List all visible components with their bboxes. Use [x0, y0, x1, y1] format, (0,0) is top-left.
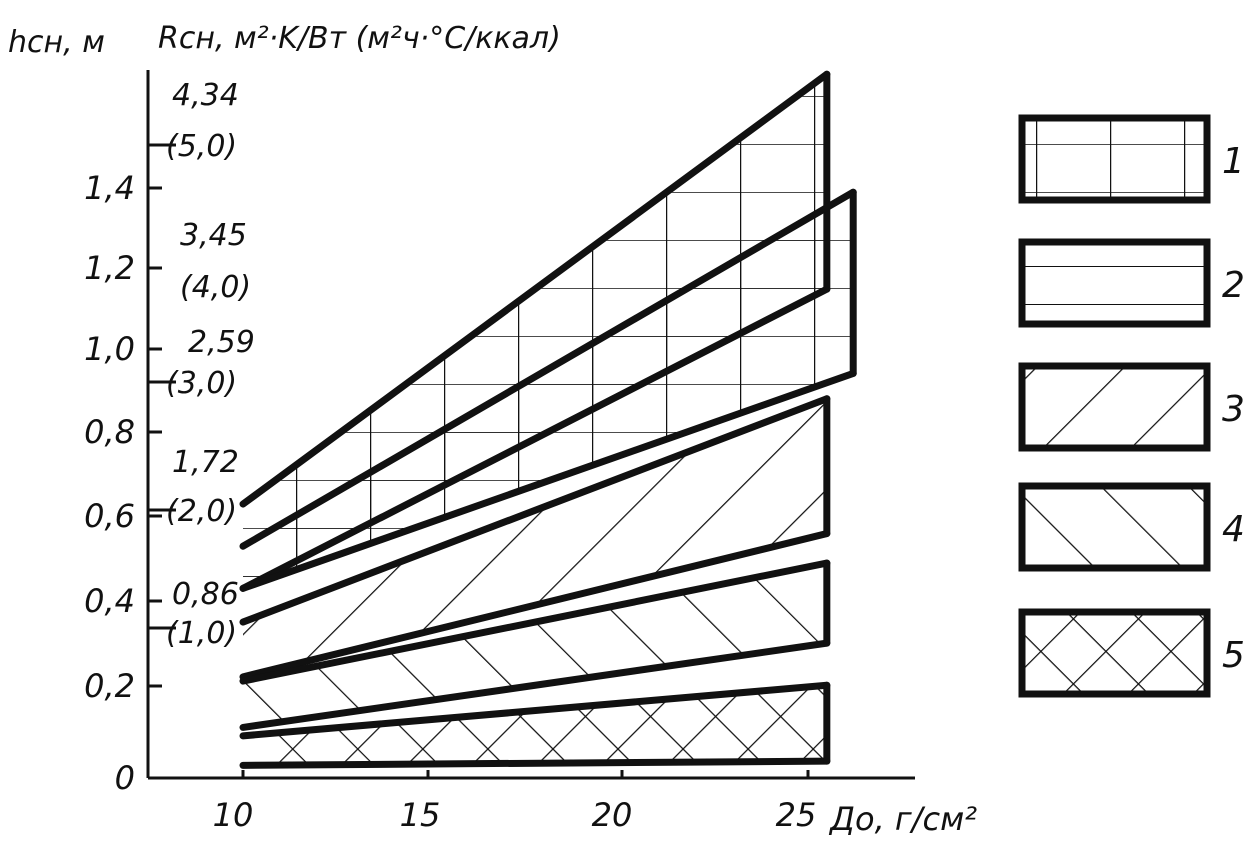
y-tick-label-6: 1,2 — [84, 249, 135, 287]
y-tick-2: 0,4 — [84, 582, 162, 620]
legend-swatch-fill-2 — [1022, 242, 1207, 324]
legend-swatch-fill-4 — [1022, 486, 1207, 568]
band-lower-line-1 — [239, 369, 857, 592]
r-tick-0: 0,86 (1,0) — [148, 577, 239, 651]
x-tick-1: 15 — [400, 770, 441, 834]
y-tick-label-7: 1,4 — [84, 169, 135, 207]
y-tick-1: 0,2 — [84, 667, 162, 705]
band-1-1 — [239, 188, 857, 592]
legend-label-2: 2 — [1222, 265, 1245, 306]
y-tick-label-3: 0,6 — [84, 497, 135, 535]
y-axis-right-title: Rсн, м²·K/Bт (м²ч·°C/ккал) — [158, 21, 561, 56]
r-tick-1: 1,72 (2,0) — [148, 445, 239, 529]
r-tick-alt-2: (3,0) — [166, 366, 237, 401]
x-tick-0: 10 — [213, 770, 254, 834]
x-tick-label-0: 10 — [213, 796, 254, 834]
legend-swatch-border-2 — [1018, 238, 1211, 328]
band-fill-1 — [243, 192, 854, 589]
y-tick-label-5: 1,0 — [84, 330, 135, 368]
legend-swatch-border-1 — [1018, 114, 1211, 204]
legend-label-3: 3 — [1222, 389, 1245, 430]
legend-item-5: 5 — [1018, 608, 1245, 698]
legend-swatch-border-3 — [1018, 362, 1211, 452]
x-axis-title: До, г/см² — [828, 800, 977, 838]
y-tick-label-4: 0,8 — [84, 413, 135, 451]
legend-item-4: 4 — [1018, 482, 1245, 572]
legend-swatch-fill-1 — [1022, 118, 1207, 200]
legend-swatch-fill-3 — [1022, 366, 1207, 448]
x-tick-label-1: 15 — [400, 796, 441, 834]
x-tick-label-2: 20 — [592, 796, 633, 834]
band-lower-line-3 — [239, 639, 831, 731]
r-tick-label-2: 2,59 — [188, 325, 255, 360]
band-3-2 — [239, 395, 831, 681]
band-upper-line-4 — [239, 681, 831, 740]
y-axis-left-title: hсн, м — [8, 25, 105, 60]
y-tick-label-0: 0 — [115, 759, 135, 797]
band-upper-line-1 — [239, 188, 857, 550]
y-tick-4: 0,8 — [84, 413, 162, 451]
legend-label-1: 1 — [1222, 141, 1245, 182]
band-upper-line-3 — [239, 559, 831, 685]
legend-item-2: 2 — [1018, 238, 1245, 328]
r-tick-alt-1: (2,0) — [166, 494, 237, 529]
x-tick-3: 25 — [776, 770, 817, 834]
legend-item-1: 1 — [1018, 114, 1245, 204]
band-fill-4 — [243, 685, 827, 766]
legend-label-4: 4 — [1222, 509, 1245, 550]
band-lower-line-4 — [239, 757, 831, 769]
legend-label-5: 5 — [1222, 635, 1245, 676]
legend-item-3: 3 — [1018, 362, 1245, 452]
band-fill-2 — [243, 398, 827, 677]
r-tick-2: 2,59 (3,0) — [148, 325, 255, 401]
y-tick-0: 0 — [115, 759, 162, 797]
legend-swatch-fill-5 — [1022, 612, 1207, 694]
r-tick-alt-4: (5,0) — [166, 129, 237, 164]
band-fill-3 — [243, 563, 827, 728]
r-tick-label-0: 0,86 — [172, 577, 239, 612]
y-tick-3: 0,6 — [84, 497, 162, 535]
legend-swatch-border-5 — [1018, 608, 1211, 698]
legend-swatch-border-4 — [1018, 482, 1211, 572]
r-tick-alt-3: (4,0) — [180, 270, 251, 305]
r-tick-label-4: 4,34 — [172, 78, 239, 113]
band-4-3 — [239, 559, 831, 731]
band-upper-line-0 — [239, 70, 831, 508]
y-tick-5: 1,0 — [84, 330, 162, 368]
y-tick-label-1: 0,2 — [84, 667, 135, 705]
band-upper-line-2 — [239, 395, 831, 626]
y-tick-label-2: 0,4 — [84, 582, 135, 620]
x-tick-2: 20 — [592, 770, 633, 834]
band-lower-line-2 — [239, 530, 831, 681]
band-series-group — [239, 70, 857, 769]
r-tick-alt-0: (1,0) — [166, 616, 237, 651]
y-tick-6: 1,2 — [84, 249, 162, 287]
y-tick-7: 1,4 — [84, 169, 162, 207]
r-tick-label-3: 3,45 — [180, 218, 247, 253]
r-tick-label-1: 1,72 — [172, 445, 239, 480]
x-tick-label-3: 25 — [776, 796, 817, 834]
band-5-4 — [239, 681, 831, 769]
legend: 1 2 3 4 5 — [1018, 114, 1245, 698]
r-tick-4: 4,34 (5,0) — [148, 78, 239, 164]
r-tick-3: 3,45 (4,0) — [180, 218, 251, 305]
